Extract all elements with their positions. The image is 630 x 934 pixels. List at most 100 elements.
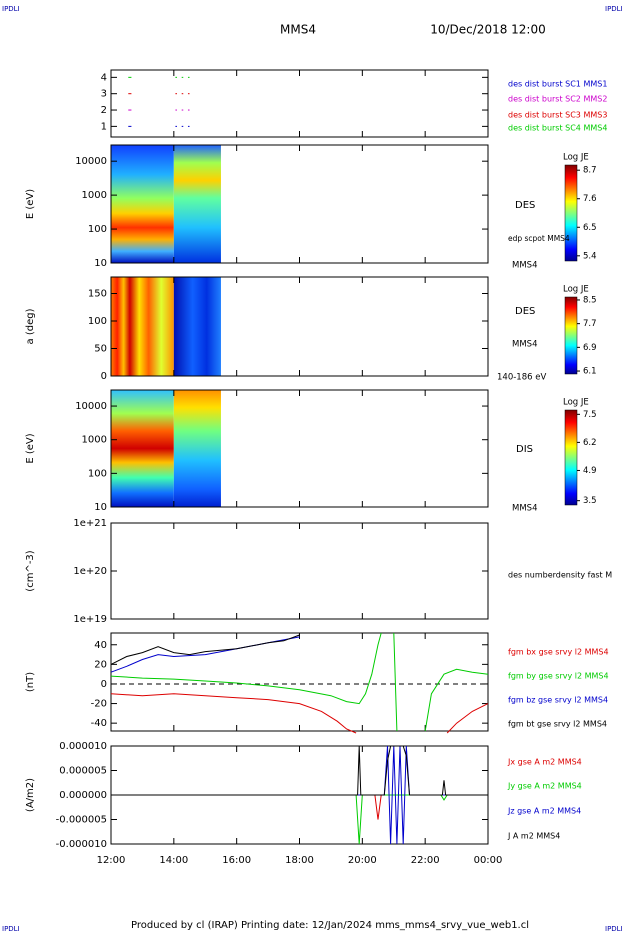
y-tick-label: 100	[88, 468, 107, 479]
y-tick-label: 1e+21	[73, 518, 107, 529]
legend-entry: des dist burst SC3 MMS3	[508, 111, 607, 120]
legend-entry: Jx gse A m2 MMS4	[507, 758, 582, 767]
colorbar-tick-label: 6.5	[583, 223, 597, 233]
y-tick-label: 0	[101, 679, 107, 690]
panel-frame	[110, 69, 489, 138]
panel-label: DES	[515, 306, 535, 317]
data-line	[110, 632, 489, 732]
colorbar-tick-label: 8.7	[583, 166, 597, 176]
y-tick-label: 10000	[75, 156, 107, 167]
y-axis-label: E (eV)	[25, 433, 36, 463]
colorbar-tick-label: 4.9	[583, 466, 597, 476]
legend-entry: des dist burst SC1 MMS1	[508, 80, 607, 89]
y-tick-label: 1e+20	[73, 566, 107, 577]
y-tick-label: 0.000010	[59, 741, 107, 752]
legend-entry: fgm by gse srvy l2 MMS4	[508, 672, 609, 681]
logo: IPDLI	[2, 925, 20, 933]
y-tick-label: -20	[91, 699, 107, 710]
y-tick-label: 100	[88, 316, 107, 327]
legend-entry: fgm bx gse srvy l2 MMS4	[508, 648, 609, 657]
y-tick-label: 50	[94, 344, 107, 355]
x-tick-label: 20:00	[348, 855, 377, 866]
y-tick-label: 10	[94, 258, 107, 269]
legend-entry: des numberdensity fast M	[508, 571, 612, 580]
colorbar-tick-label: 7.5	[583, 410, 597, 420]
legend-entry: fgm bz gse srvy l2 MMS4	[508, 696, 608, 705]
logo: IPDLI	[2, 5, 20, 13]
colorbar	[564, 296, 578, 375]
y-tick-label: 3	[101, 89, 107, 100]
panel-label: edp scpot MMS4	[508, 234, 570, 243]
panel-frame	[110, 522, 489, 620]
legend-entry: Jz gse A m2 MMS4	[507, 807, 581, 816]
y-tick-label: -40	[91, 718, 107, 729]
y-tick-label: 10	[94, 502, 107, 513]
colorbar-tick-label: 8.5	[583, 295, 597, 305]
data-line	[111, 745, 488, 796]
y-tick-label: 1e+19	[73, 614, 107, 625]
y-tick-label: 1000	[82, 190, 107, 201]
y-tick-label: 1000	[82, 435, 107, 446]
x-tick-label: 18:00	[285, 855, 314, 866]
colorbar-label: Log JE	[563, 398, 589, 408]
colorbar-tick-label: 7.7	[583, 319, 597, 329]
y-tick-label: 40	[94, 640, 107, 651]
x-tick-label: 00:00	[474, 855, 503, 866]
colorbar-tick-label: 5.4	[583, 251, 597, 261]
y-tick-label: 20	[94, 659, 107, 670]
logo: IPDLI	[605, 925, 623, 933]
colorbar-tick-label: 3.5	[583, 496, 597, 506]
colorbar	[564, 409, 578, 506]
y-tick-label: 0.000005	[59, 766, 107, 777]
colorbar	[564, 164, 578, 262]
x-tick-label: 12:00	[97, 855, 126, 866]
panel-label: MMS4	[512, 340, 537, 350]
y-axis-label: (cm^-3)	[25, 550, 36, 591]
date: 10/Dec/2018 12:00	[430, 23, 546, 37]
spectrogram	[111, 390, 174, 507]
colorbar-label: Log JE	[563, 153, 589, 163]
spectrogram	[173, 145, 221, 263]
panel-label: DIS	[516, 444, 533, 455]
y-tick-label: 1	[101, 121, 107, 132]
spectrogram	[173, 390, 221, 507]
colorbar-label: Log JE	[563, 285, 589, 295]
title: MMS4	[280, 23, 316, 37]
y-tick-label: 10000	[75, 401, 107, 412]
y-tick-label: 2	[101, 105, 107, 116]
legend-entry: fgm bt gse srvy l2 MMS4	[508, 720, 607, 729]
data-line	[111, 794, 488, 820]
y-axis-label: E (eV)	[25, 189, 36, 219]
colorbar-tick-label: 6.2	[583, 438, 597, 448]
spectrogram	[111, 145, 174, 263]
panel-label: MMS4	[512, 504, 537, 514]
y-tick-label: 0.000000	[59, 790, 107, 801]
logo: IPDLI	[605, 5, 623, 13]
data-line	[110, 634, 300, 665]
colorbar-tick-label: 6.9	[583, 343, 597, 353]
y-tick-label: -0.000010	[56, 839, 107, 850]
legend-entry: J A m2 MMS4	[507, 832, 560, 841]
legend-entry: des dist burst SC4 MMS4	[508, 124, 607, 133]
y-tick-label: 100	[88, 224, 107, 235]
x-tick-label: 16:00	[222, 855, 251, 866]
y-tick-label: -0.000005	[56, 815, 107, 826]
panel-label: DES	[515, 200, 535, 211]
x-tick-label: 22:00	[411, 855, 440, 866]
legend-entry: des dist burst SC2 MMS2	[508, 95, 607, 104]
spectrogram	[111, 277, 174, 376]
panel-frame	[110, 632, 489, 732]
footer: Produced by cl (IRAP) Printing date: 12/…	[131, 920, 529, 931]
spectrogram	[173, 277, 221, 376]
colorbar-tick-label: 7.6	[583, 194, 597, 204]
y-axis-label: (A/m2)	[25, 778, 36, 812]
legend-entry: Jy gse A m2 MMS4	[507, 782, 582, 791]
data-line	[110, 693, 489, 734]
panel-label: 140-186 eV	[497, 373, 546, 383]
y-axis-label: a (deg)	[25, 308, 36, 344]
y-tick-label: 4	[101, 72, 107, 83]
y-axis-label: (nT)	[25, 672, 36, 692]
y-tick-label: 150	[88, 289, 107, 300]
panel-label: MMS4	[512, 261, 537, 271]
